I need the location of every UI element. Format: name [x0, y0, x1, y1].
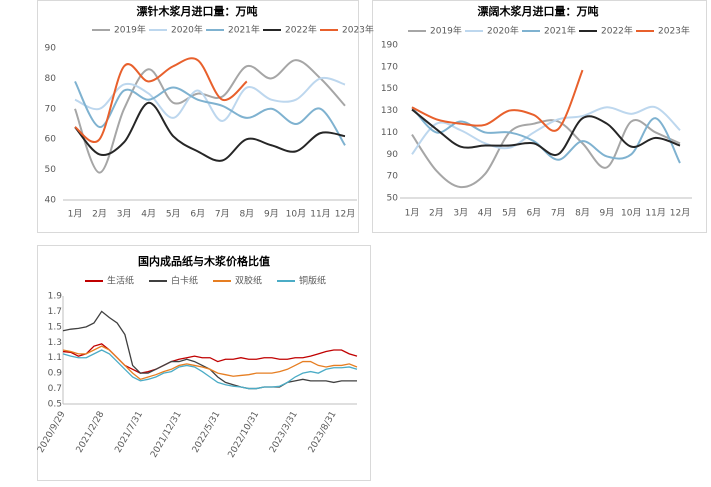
x-tick-label: 4月 — [478, 208, 493, 219]
y-tick-label: 90 — [387, 150, 399, 160]
x-tick-label: 9月 — [600, 208, 615, 219]
series-line — [62, 345, 358, 381]
series-line — [74, 57, 248, 143]
legend-label: 生活纸 — [107, 275, 134, 287]
legend-label: 2020年 — [487, 25, 519, 37]
x-tick-label: 1月 — [68, 209, 83, 220]
series-line — [74, 101, 346, 162]
x-tick-label: 10月 — [621, 208, 641, 219]
legend-label: 2022年 — [285, 24, 317, 36]
x-tick-label: 7月 — [215, 209, 230, 220]
y-tick-label: 70 — [45, 104, 57, 114]
y-tick-label: 190 — [381, 41, 398, 51]
x-tick-label: 8月 — [239, 209, 254, 220]
x-tick-label: 5月 — [166, 209, 181, 220]
legend-label: 2020年 — [171, 24, 203, 36]
series-line — [411, 106, 681, 164]
x-tick-label: 6月 — [190, 209, 205, 220]
y-tick-label: 130 — [381, 106, 398, 116]
x-tick-label: 6月 — [526, 208, 541, 219]
x-tick-label: 2月 — [429, 208, 444, 219]
legend-label: 2023年 — [342, 24, 374, 36]
y-tick-label: 50 — [45, 165, 57, 175]
legend-label: 2019年 — [430, 25, 462, 37]
chart-title: 漂针木浆月进口量：万吨 — [137, 4, 258, 18]
legend-label: 2023年 — [658, 25, 690, 37]
series-line — [74, 59, 346, 174]
y-tick-label: 1.5 — [48, 322, 62, 332]
x-tick-label: 4月 — [141, 209, 156, 220]
y-tick-label: 110 — [381, 128, 398, 138]
x-tick-label: 11月 — [310, 209, 330, 220]
y-tick-label: 80 — [45, 74, 57, 84]
x-tick-label: 12月 — [670, 208, 690, 219]
legend-label: 双胶纸 — [235, 275, 262, 287]
x-tick-label: 8月 — [575, 208, 590, 219]
y-tick-label: 170 — [381, 62, 398, 72]
y-tick-label: 1.1 — [48, 353, 62, 363]
series-line — [74, 80, 346, 146]
y-tick-label: 50 — [387, 194, 399, 204]
legend-label: 2022年 — [601, 25, 633, 37]
y-tick-label: 70 — [387, 172, 399, 182]
y-tick-label: 0.7 — [48, 384, 62, 394]
x-tick-label: 11月 — [645, 208, 665, 219]
chart-title: 漂阔木浆月进口量：万吨 — [478, 4, 599, 18]
series-line — [62, 349, 358, 390]
x-tick-label: 12月 — [335, 209, 355, 220]
x-tick-label: 1月 — [405, 208, 420, 219]
legend-label: 铜版纸 — [299, 275, 326, 287]
legend-label: 2021年 — [228, 24, 260, 36]
legend-label: 2021年 — [544, 25, 576, 37]
y-tick-label: 90 — [45, 44, 57, 54]
y-tick-label: 60 — [45, 135, 57, 145]
y-tick-label: 1.7 — [48, 307, 62, 317]
y-tick-label: 0.9 — [48, 369, 63, 379]
x-tick-label: 3月 — [453, 208, 468, 219]
y-tick-label: 40 — [45, 196, 57, 206]
y-tick-label: 150 — [381, 84, 398, 94]
y-tick-label: 1.3 — [48, 338, 62, 348]
chart-title: 国内成品纸与木浆价格比值 — [138, 254, 270, 268]
series-line — [411, 69, 584, 132]
chart-frame — [37, 245, 371, 481]
x-tick-label: 10月 — [286, 209, 306, 220]
legend-label: 2019年 — [114, 24, 146, 36]
series-line — [74, 76, 346, 122]
y-tick-label: 0.5 — [48, 400, 62, 410]
legend-label: 白卡纸 — [171, 275, 198, 287]
x-tick-label: 9月 — [264, 209, 279, 220]
series-line — [411, 108, 681, 157]
x-tick-label: 2月 — [92, 209, 107, 220]
y-tick-label: 1.9 — [48, 292, 63, 302]
series-line — [411, 119, 681, 189]
x-tick-label: 5月 — [502, 208, 517, 219]
x-tick-label: 7月 — [551, 208, 566, 219]
x-tick-label: 3月 — [117, 209, 132, 220]
